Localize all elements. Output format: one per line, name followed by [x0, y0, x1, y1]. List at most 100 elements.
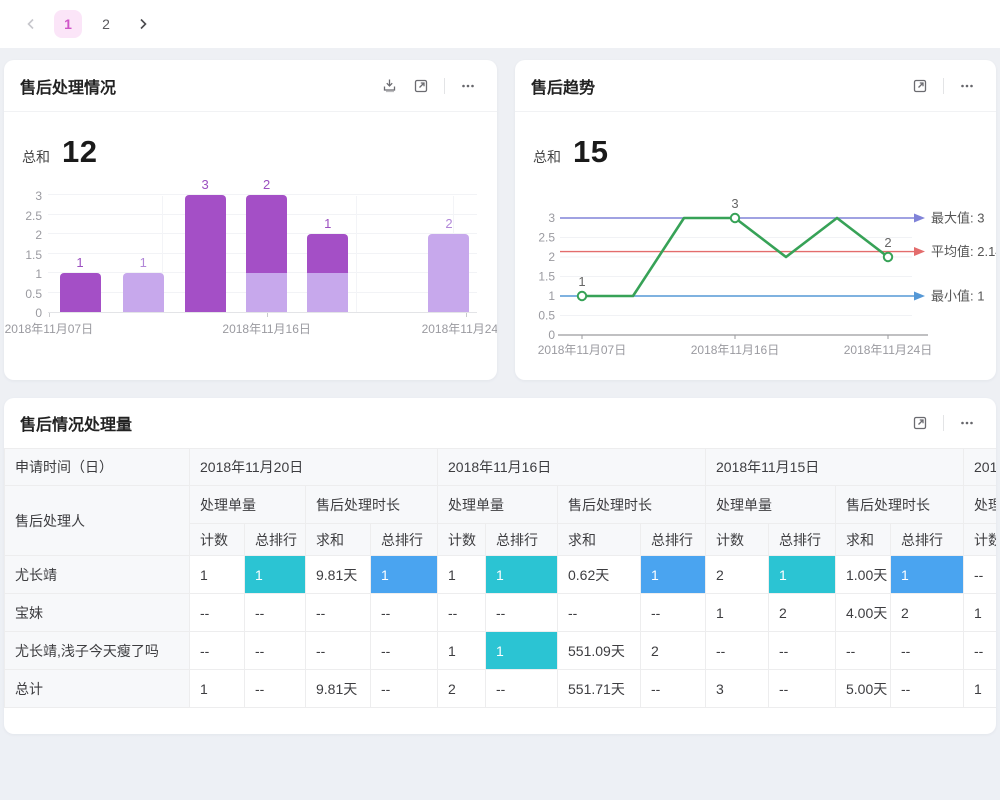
corner-header-time: 申请时间（日） — [4, 448, 190, 486]
bar-segment[interactable] — [122, 273, 164, 312]
table-cell: -- — [485, 593, 558, 632]
table-row: 总计 1 -- 9.81天 -- 2 -- 551.71天 -- 3 -- 5.00天 -- 1 — [4, 669, 996, 708]
table-row: 宝妹 -- -- -- -- -- -- -- -- 1 2 4.00天 2 1 — [4, 593, 996, 632]
page-button-2[interactable]: 2 — [102, 16, 110, 32]
table-cell: 1 — [485, 631, 558, 670]
bar-segment[interactable] — [59, 273, 101, 312]
x-tick-label: 2018年11月07日 — [538, 343, 627, 357]
x-tick-label: 2018年11月07日 — [4, 322, 94, 336]
table-cell: -- — [768, 669, 836, 708]
table-cell: 1 — [963, 593, 996, 632]
table-cell: -- — [370, 631, 438, 670]
page-button-1[interactable]: 1 — [54, 10, 82, 38]
row-header: 总计 — [4, 669, 190, 708]
download-icon[interactable] — [376, 73, 402, 99]
y-tick-label: 0.5 — [25, 286, 42, 301]
table-cell: 2 — [705, 555, 769, 594]
bar-plot-area: 11312112 — [48, 177, 477, 313]
aggregation-header: 求和 — [305, 523, 371, 556]
data-point-marker[interactable] — [576, 290, 588, 302]
table-cell: 9.81天 — [305, 669, 371, 708]
table-cell: 1.00天 — [835, 555, 891, 594]
y-tick-label: 1.5 — [538, 270, 555, 284]
chevron-right-icon — [140, 18, 147, 30]
bar-value-label: 1 — [324, 216, 332, 231]
table-cell: -- — [437, 593, 486, 632]
next-page-button[interactable] — [130, 11, 156, 37]
more-icon[interactable] — [455, 73, 481, 99]
y-tick-label: 3 — [35, 189, 42, 203]
aggregation-header: 计数 — [705, 523, 769, 556]
table-cell: -- — [705, 631, 769, 670]
bar-segment[interactable] — [428, 234, 470, 312]
metric-header: 售后处理时长 — [835, 485, 964, 524]
table-cell: -- — [557, 593, 641, 632]
table-cell: -- — [963, 555, 996, 594]
y-tick-label: 1.5 — [25, 247, 42, 262]
y-tick-label: 0 — [35, 306, 42, 320]
table-cell: -- — [189, 593, 245, 632]
bar-segment[interactable] — [246, 195, 288, 273]
prev-page-button[interactable] — [18, 11, 44, 37]
metric-header: 处理单量 — [437, 485, 558, 524]
bar-value-label: 1 — [76, 255, 84, 270]
table-cell: 3 — [705, 669, 769, 708]
aggregation-header: 总排行 — [890, 523, 964, 556]
table-cell: -- — [640, 669, 706, 708]
y-tick-label: 0 — [548, 328, 555, 342]
data-point-label: 3 — [731, 196, 738, 211]
more-icon[interactable] — [954, 73, 980, 99]
bar-segment[interactable] — [184, 195, 226, 312]
card-title: 售后处理情况 — [20, 79, 117, 97]
export-icon[interactable] — [907, 73, 933, 99]
y-tick-label: 2.5 — [538, 231, 555, 245]
row-header: 尤长靖,浅子今天瘦了吗 — [4, 631, 190, 670]
data-point-marker[interactable] — [729, 212, 741, 224]
table-cell: 2 — [640, 631, 706, 670]
bar-segment[interactable] — [246, 273, 288, 312]
bar-chart: 1131211200.511.522.532018年11月07日2018年11月… — [5, 177, 497, 346]
metric-header: 售后处理时长 — [557, 485, 706, 524]
table-cell: 1 — [963, 669, 996, 708]
divider — [943, 77, 944, 94]
export-icon[interactable] — [408, 73, 434, 99]
summary-label: 总和 — [22, 149, 50, 165]
date-group-header: 2018年11月15日 — [705, 448, 964, 486]
table-row: 尤长靖,浅子今天瘦了吗 -- -- -- -- 1 1 551.09天 2 -- -- -- -- -- — [4, 631, 996, 670]
bar-segment[interactable] — [307, 234, 349, 273]
table-cell: -- — [305, 631, 371, 670]
x-tick-label: 2018年11月16日 — [691, 343, 780, 357]
export-icon[interactable] — [907, 410, 933, 436]
grid-line — [48, 194, 477, 195]
table-cell: 1 — [485, 555, 558, 594]
table-cell: 1 — [244, 555, 306, 594]
annotation-arrow-icon — [914, 291, 925, 301]
table-row: 尤长靖 1 1 9.81天 1 1 1 0.62天 1 2 1 1.00天 1 -- — [4, 555, 996, 594]
bar-segment[interactable] — [307, 273, 349, 312]
table-cell: -- — [244, 593, 306, 632]
divider — [943, 415, 944, 431]
table-cell: 551.71天 — [557, 669, 641, 708]
aggregation-header: 计数 — [437, 523, 486, 556]
table-cell: 4.00天 — [835, 593, 891, 632]
table-cell: 9.81天 — [305, 555, 371, 594]
bar-value-label: 2 — [263, 177, 271, 192]
summary: 总和 12 — [22, 134, 481, 170]
data-point-marker[interactable] — [882, 251, 894, 263]
table-cell: 5.00天 — [835, 669, 891, 708]
x-tick-mark — [48, 313, 50, 317]
y-tick-label: 0.5 — [538, 309, 555, 323]
bar-value-label: 2 — [445, 216, 453, 231]
more-icon[interactable] — [954, 410, 980, 436]
corner-header-person: 售后处理人 — [4, 485, 190, 556]
aggregation-header: 求和 — [835, 523, 891, 556]
line-chart: 0 0.5 1 1.5 2 2.5 3 最大值: 3 平均值: 2.14 最小值: 1 1 3 2 201… — [531, 196, 996, 362]
x-tick-mark — [266, 313, 268, 317]
aggregation-header: 总排行 — [485, 523, 558, 556]
chevron-left-icon — [27, 18, 34, 30]
aggregation-header: 求和 — [557, 523, 641, 556]
table-cell: -- — [370, 593, 438, 632]
table-cell: 1 — [890, 555, 964, 594]
aggregation-header: 计数 — [963, 523, 996, 556]
table-cell: -- — [890, 631, 964, 670]
